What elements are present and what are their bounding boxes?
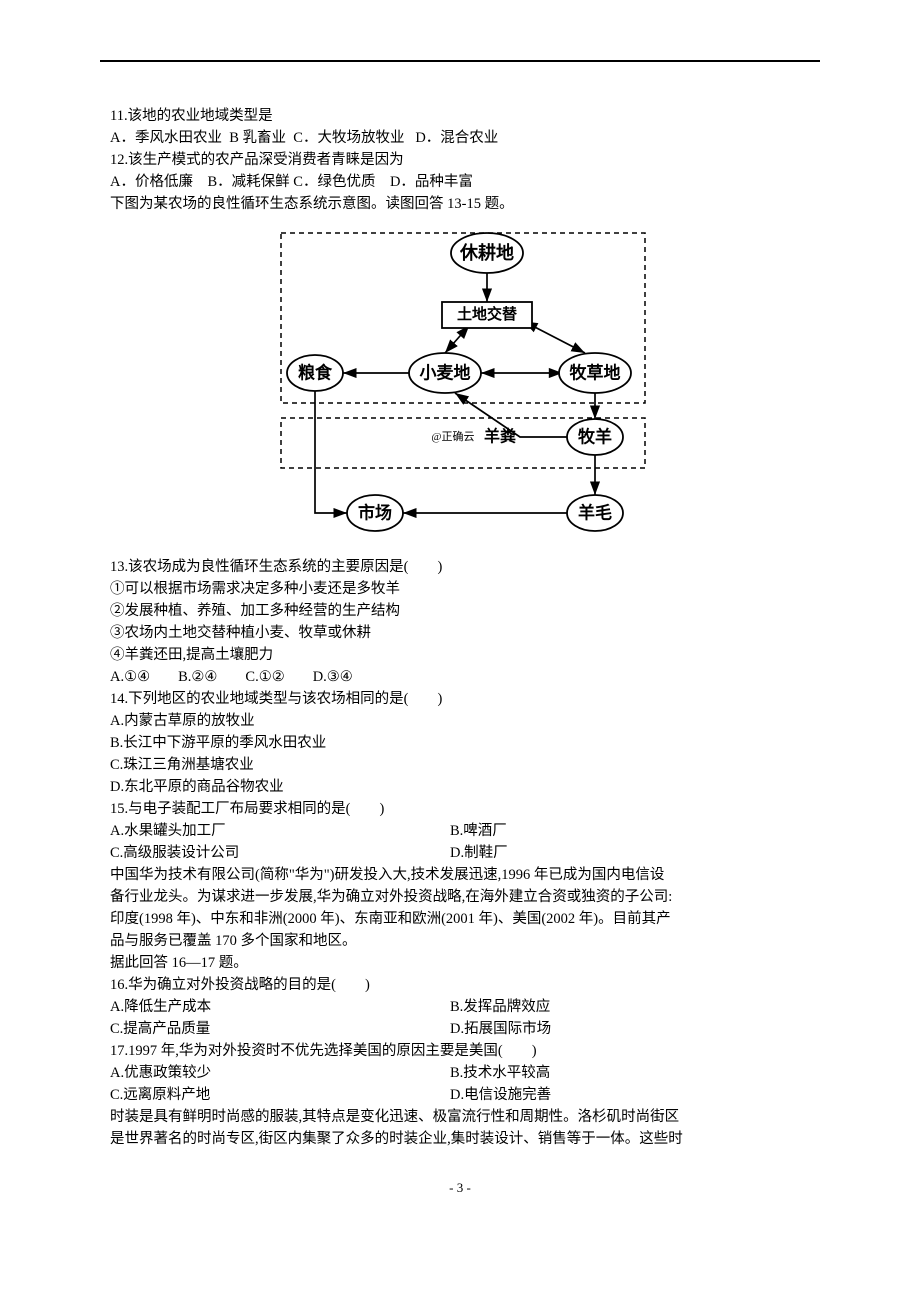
q11-A: A．季风水田农业: [110, 130, 222, 146]
svg-text:牧羊: 牧羊: [578, 427, 612, 447]
q15-C: C.高级服装设计公司: [110, 842, 450, 864]
svg-text:粮食: 粮食: [298, 363, 333, 383]
q13-B: B.②④: [178, 669, 217, 685]
q17-stem: 17.1997 年,华为对外投资时不优先选择美国的原因主要是美国( ): [110, 1040, 810, 1062]
svg-text:羊粪: 羊粪: [484, 427, 516, 446]
q17-C: C.远离原料产地: [110, 1084, 450, 1106]
q15-B: B.啤酒厂: [450, 823, 507, 839]
svg-text:羊毛: 羊毛: [578, 503, 612, 523]
lead16-p2: 备行业龙头。为谋求进一步发展,华为确立对外投资战略,在海外建立合资或独资的子公司…: [110, 886, 810, 908]
top-rule: [100, 60, 820, 62]
q15-stem: 15.与电子装配工厂布局要求相同的是( ): [110, 798, 810, 820]
q16-A: A.降低生产成本: [110, 996, 450, 1018]
q16-stem: 16.华为确立对外投资战略的目的是( ): [110, 974, 810, 996]
q12-A: A．价格低廉: [110, 174, 193, 190]
q16-B: B.发挥品牌效应: [450, 999, 550, 1015]
q15-D: D.制鞋厂: [450, 845, 508, 861]
q13-A: A.①④: [110, 669, 150, 685]
q16-D: D.拓展国际市场: [450, 1021, 551, 1037]
q13-s4: ④羊粪还田,提高土壤肥力: [110, 644, 810, 666]
q16-C: C.提高产品质量: [110, 1018, 450, 1040]
q15-row2: C.高级服装设计公司D.制鞋厂: [110, 842, 810, 864]
q11-B: B 乳畜业: [229, 130, 286, 146]
svg-text:牧草地: 牧草地: [570, 363, 621, 383]
q16-row1: A.降低生产成本B.发挥品牌效应: [110, 996, 810, 1018]
document-page: 11.该地的农业地域类型是 A．季风水田农业 B 乳畜业 C．大牧场放牧业 D．…: [0, 0, 920, 1236]
svg-text:休耕地: 休耕地: [459, 242, 514, 263]
q12-D: D．品种丰富: [390, 174, 473, 190]
lead18-p1: 时装是具有鲜明时尚感的服装,其特点是变化迅速、极富流行性和周期性。洛杉矶时尚街区: [110, 1106, 810, 1128]
q11-D: D．混合农业: [415, 130, 498, 146]
page-number: - 3 -: [110, 1180, 810, 1196]
q12-C: C．绿色优质: [293, 174, 375, 190]
lead18-p2: 是世界著名的时尚专区,街区内集聚了众多的时装企业,集时装设计、销售等于一体。这些…: [110, 1128, 810, 1150]
lead-13: 下图为某农场的良性循环生态系统示意图。读图回答 13-15 题。: [110, 193, 810, 215]
q13-options: A.①④ B.②④ C.①② D.③④: [110, 666, 810, 688]
q17-D: D.电信设施完善: [450, 1087, 551, 1103]
svg-text:小麦地: 小麦地: [420, 363, 471, 383]
q11-C: C．大牧场放牧业: [293, 130, 404, 146]
svg-text:市场: 市场: [358, 503, 392, 523]
q13-s3: ③农场内土地交替种植小麦、牧草或休耕: [110, 622, 810, 644]
lead16-p1: 中国华为技术有限公司(简称"华为")研发投入大,技术发展迅速,1996 年已成为…: [110, 864, 810, 886]
q11-options: A．季风水田农业 B 乳畜业 C．大牧场放牧业 D．混合农业: [110, 127, 810, 149]
q17-row2: C.远离原料产地D.电信设施完善: [110, 1084, 810, 1106]
q14-B: B.长江中下游平原的季风水田农业: [110, 732, 810, 754]
q13-s2: ②发展种植、养殖、加工多种经营的生产结构: [110, 600, 810, 622]
q11-stem: 11.该地的农业地域类型是: [110, 105, 810, 127]
q12-stem: 12.该生产模式的农产品深受消费者青睐是因为: [110, 149, 810, 171]
svg-text:土地交替: 土地交替: [457, 305, 518, 323]
q14-D: D.东北平原的商品谷物农业: [110, 776, 810, 798]
q12-options: A．价格低廉 B．减耗保鲜 C．绿色优质 D．品种丰富: [110, 171, 810, 193]
q13-s1: ①可以根据市场需求决定多种小麦还是多牧羊: [110, 578, 810, 600]
q14-A: A.内蒙古草原的放牧业: [110, 710, 810, 732]
q14-C: C.珠江三角洲基塘农业: [110, 754, 810, 776]
q15-A: A.水果罐头加工厂: [110, 820, 450, 842]
q14-stem: 14.下列地区的农业地域类型与该农场相同的是( ): [110, 688, 810, 710]
lead16-p5: 据此回答 16—17 题。: [110, 952, 810, 974]
q13-C: C.①②: [245, 669, 284, 685]
q13-stem: 13.该农场成为良性循环生态系统的主要原因是( ): [110, 556, 810, 578]
farm-cycle-diagram: 休耕地土地交替粮食 小麦地 牧草地羊粪 @正确云 牧羊市场 羊毛: [255, 223, 665, 543]
lead16-p3: 印度(1998 年)、中东和非洲(2000 年)、东南亚和欧洲(2001 年)、…: [110, 908, 810, 930]
farm-cycle-diagram-wrap: 休耕地土地交替粮食 小麦地 牧草地羊粪 @正确云 牧羊市场 羊毛: [110, 223, 810, 548]
q15-row1: A.水果罐头加工厂B.啤酒厂: [110, 820, 810, 842]
svg-text:@正确云: @正确云: [431, 430, 474, 443]
q17-B: B.技术水平较高: [450, 1065, 550, 1081]
q12-B: B．减耗保鲜: [207, 174, 289, 190]
q13-D: D.③④: [313, 669, 353, 685]
q17-A: A.优惠政策较少: [110, 1062, 450, 1084]
lead16-p4: 品与服务已覆盖 170 多个国家和地区。: [110, 930, 810, 952]
q16-row2: C.提高产品质量D.拓展国际市场: [110, 1018, 810, 1040]
q17-row1: A.优惠政策较少B.技术水平较高: [110, 1062, 810, 1084]
